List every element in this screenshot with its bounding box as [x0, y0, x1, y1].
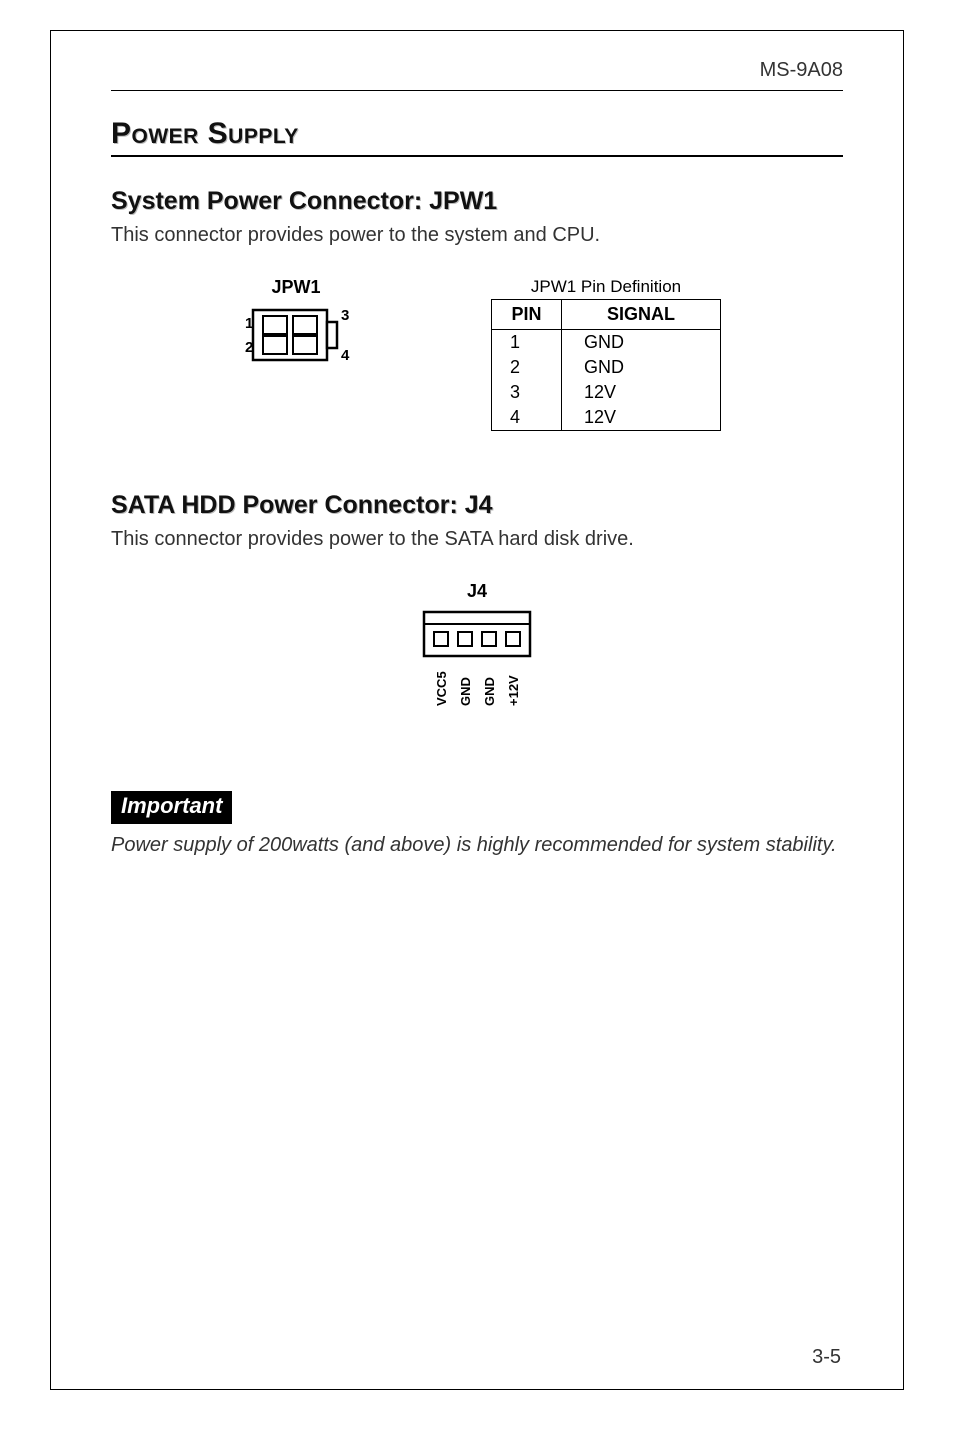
jpw1-connector-diagram: JPW1 1 2 3 4 — [231, 277, 361, 377]
content-frame: MS-9A08 Power Supply System Power Connec… — [50, 30, 904, 1390]
jpw1-connector-svg: 1 2 3 4 — [231, 302, 361, 372]
jpw1-row: JPW1 1 2 3 4 — [111, 277, 843, 431]
jpw1-desc: This connector provides power to the sys… — [111, 222, 843, 249]
cell-pin: 2 — [492, 355, 562, 380]
cell-pin: 3 — [492, 380, 562, 405]
jpw1-connector-label: JPW1 — [231, 277, 361, 298]
col-pin-header: PIN — [492, 300, 562, 330]
j4-pin-label-vcc5: VCC5 — [434, 671, 449, 706]
model-header: MS-9A08 — [111, 59, 843, 91]
j4-pin-label-gnd: GND — [458, 677, 473, 706]
cell-signal: GND — [562, 330, 721, 356]
j4-connector-label: J4 — [402, 581, 552, 602]
jpw1-heading: System Power Connector: JPW1 — [111, 187, 843, 216]
table-row: 4 12V — [492, 405, 721, 431]
cell-pin: 4 — [492, 405, 562, 431]
page: MS-9A08 Power Supply System Power Connec… — [0, 0, 954, 1431]
table-header-row: PIN SIGNAL — [492, 300, 721, 330]
j4-heading: SATA HDD Power Connector: J4 — [111, 491, 843, 520]
table-row: 2 GND — [492, 355, 721, 380]
jpw1-table-block: JPW1 Pin Definition PIN SIGNAL 1 GND — [491, 277, 721, 431]
jpw1-pin4-label: 4 — [341, 347, 350, 364]
jpw1-pin3-label: 3 — [341, 307, 349, 324]
page-number: 3-5 — [812, 1346, 841, 1369]
col-signal-header: SIGNAL — [562, 300, 721, 330]
jpw1-pin2-label: 2 — [245, 339, 253, 356]
cell-signal: 12V — [562, 405, 721, 431]
jpw1-table-caption: JPW1 Pin Definition — [491, 277, 721, 297]
important-text: Power supply of 200watts (and above) is … — [111, 832, 843, 859]
important-block: Important Power supply of 200watts (and … — [111, 791, 843, 859]
jpw1-pin1-label: 1 — [245, 315, 253, 332]
section-title: Power Supply — [111, 117, 843, 157]
table-row: 1 GND — [492, 330, 721, 356]
jpw1-pin-table: PIN SIGNAL 1 GND 2 GND — [491, 299, 721, 431]
j4-pin-label-12v: +12V — [506, 675, 521, 706]
j4-connector-diagram: J4 VCC5 GND GND +12V — [402, 581, 552, 721]
j4-desc: This connector provides power to the SAT… — [111, 526, 843, 553]
j4-pin-label-gnd: GND — [482, 677, 497, 706]
cell-signal: GND — [562, 355, 721, 380]
cell-signal: 12V — [562, 380, 721, 405]
cell-pin: 1 — [492, 330, 562, 356]
j4-connector-svg: VCC5 GND GND +12V — [412, 606, 542, 716]
model-number: MS-9A08 — [760, 59, 843, 81]
table-row: 3 12V — [492, 380, 721, 405]
important-badge: Important — [111, 791, 232, 824]
